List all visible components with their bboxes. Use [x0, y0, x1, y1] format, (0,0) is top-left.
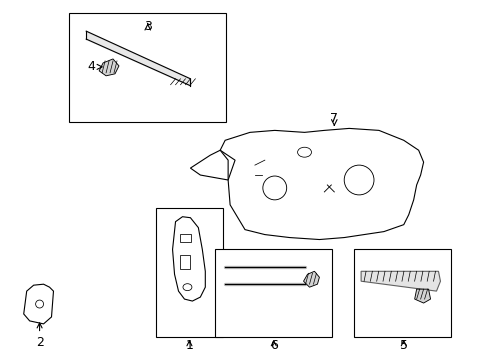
Bar — [69, 13, 225, 122]
Polygon shape — [414, 289, 429, 303]
Text: 7: 7 — [329, 112, 338, 125]
Circle shape — [344, 165, 373, 195]
Bar — [155, 208, 223, 337]
Text: 1: 1 — [185, 339, 193, 352]
Polygon shape — [99, 59, 119, 76]
Polygon shape — [24, 284, 53, 324]
Bar — [353, 249, 450, 337]
Polygon shape — [220, 129, 423, 239]
Text: 6: 6 — [269, 339, 277, 352]
Circle shape — [36, 300, 43, 308]
Polygon shape — [303, 271, 319, 287]
Circle shape — [263, 176, 286, 200]
Bar — [179, 234, 191, 242]
Polygon shape — [190, 150, 228, 180]
Text: 5: 5 — [399, 339, 407, 352]
Bar — [215, 249, 332, 337]
Bar — [180, 255, 190, 269]
Polygon shape — [172, 217, 205, 301]
Text: 4: 4 — [87, 60, 102, 73]
Ellipse shape — [297, 147, 311, 157]
Polygon shape — [360, 271, 440, 291]
Text: 2: 2 — [36, 323, 43, 349]
Text: 3: 3 — [143, 20, 151, 33]
Ellipse shape — [183, 284, 191, 291]
